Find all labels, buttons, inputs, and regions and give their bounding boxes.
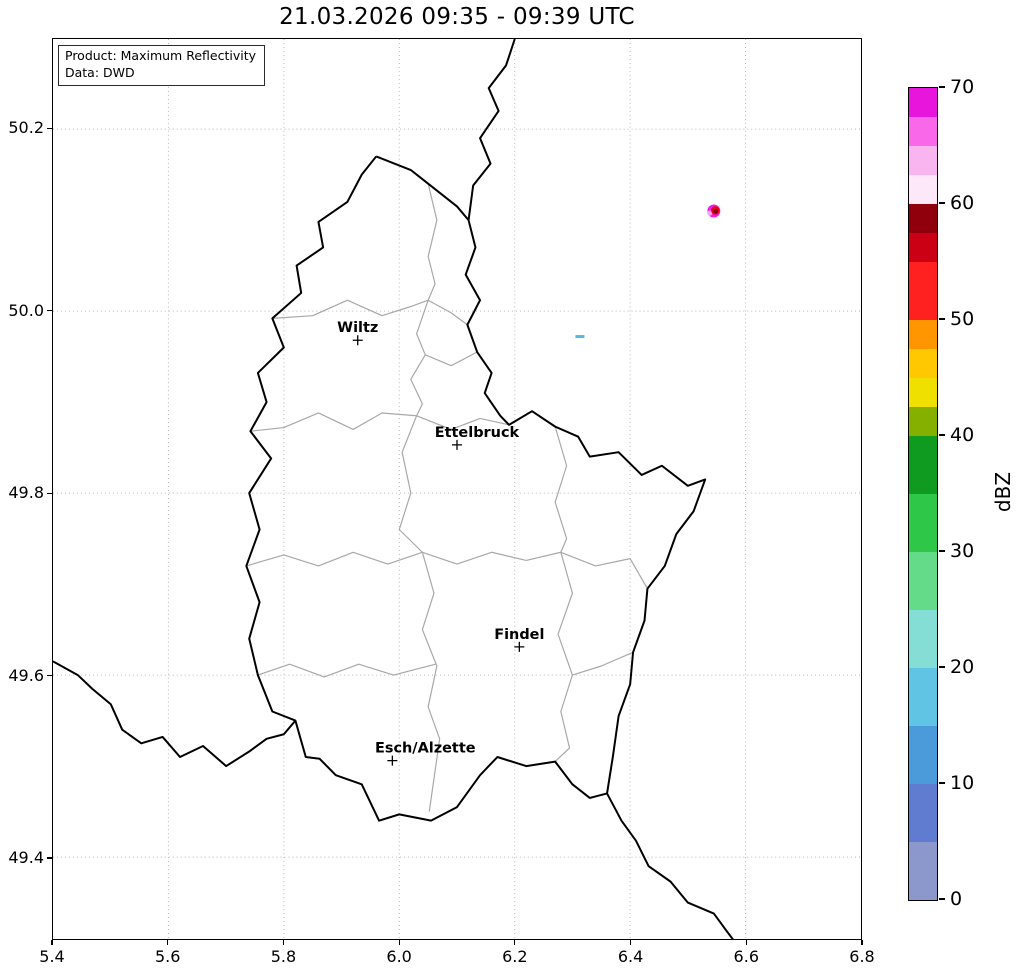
canton-border	[257, 663, 436, 678]
colorbar-tick-label: 20	[950, 656, 975, 678]
colorbar-band	[909, 349, 937, 378]
x-tick-label: 5.8	[270, 947, 297, 966]
colorbar	[908, 87, 938, 901]
x-tick-label: 6.4	[617, 947, 644, 966]
city-marker	[452, 439, 462, 450]
colorbar-band	[909, 262, 937, 320]
x-tick-mark	[282, 940, 285, 945]
x-tick-label: 5.4	[39, 947, 65, 966]
y-tick-label: 50.2	[8, 118, 44, 138]
city-label: Ettelbruck	[435, 425, 520, 441]
colorbar-tick-mark	[939, 898, 945, 900]
y-tick-label: 50.0	[8, 300, 44, 320]
colorbar-band	[909, 117, 937, 146]
product-label: Product: Maximum Reflectivity	[65, 48, 257, 63]
colorbar-band	[909, 204, 937, 233]
colorbar-band	[909, 320, 937, 349]
y-tick-mark	[47, 310, 52, 312]
x-tick-mark	[629, 940, 632, 945]
colorbar-band	[909, 784, 937, 842]
x-tick-mark	[51, 940, 53, 945]
colorbar-tick-mark	[939, 666, 945, 668]
colorbar-band	[909, 610, 937, 668]
canton-border	[246, 551, 648, 589]
y-tick-mark	[47, 857, 52, 859]
canton-border	[554, 426, 568, 553]
canton-border	[572, 651, 634, 676]
x-tick-mark	[514, 940, 516, 945]
city-marker	[514, 641, 525, 652]
colorbar-band	[909, 552, 937, 610]
belgium-germany-border	[467, 39, 516, 221]
colorbar-band	[909, 407, 937, 436]
colorbar-band	[909, 842, 937, 900]
x-tick-mark	[745, 940, 747, 945]
colorbar-tick-mark	[939, 782, 945, 784]
colorbar-tick-mark	[939, 318, 945, 320]
canton-border	[425, 351, 478, 367]
colorbar-tick-label: 40	[950, 424, 975, 446]
y-tick-label: 49.6	[8, 665, 44, 685]
figure-title: 21.03.2026 09:35 - 09:39 UTC	[279, 4, 635, 30]
colorbar-tick-mark	[939, 434, 945, 436]
y-tick-mark	[47, 492, 52, 494]
colorbar-tick-label: 50	[950, 308, 975, 330]
x-tick-mark	[398, 940, 400, 945]
canton-border	[427, 183, 438, 301]
colorbar-band	[909, 88, 937, 117]
city-marker	[352, 335, 363, 346]
x-tick-mark	[861, 940, 863, 945]
colorbar-band	[909, 233, 937, 262]
colorbar-band	[909, 668, 937, 726]
radar-echo-cell	[707, 210, 713, 216]
radar-echo-cell	[713, 209, 719, 214]
canton-border	[554, 552, 574, 763]
data-source-label: Data: DWD	[65, 64, 135, 80]
x-tick-label: 6.8	[849, 947, 875, 966]
colorbar-tick-label: 60	[950, 192, 975, 214]
colorbar-band	[909, 726, 937, 784]
city-label: Findel	[494, 627, 544, 643]
canton-border	[416, 415, 510, 431]
colorbar-band	[909, 146, 937, 175]
colorbar-band	[909, 436, 937, 494]
colorbar-band	[909, 494, 937, 552]
x-tick-label: 6.6	[733, 947, 759, 966]
canton-border	[421, 552, 441, 812]
france-germany-border	[606, 792, 734, 939]
y-tick-mark	[47, 674, 52, 677]
canton-border	[398, 415, 423, 553]
y-tick-mark	[47, 127, 52, 129]
y-tick-label: 49.4	[8, 847, 44, 867]
x-tick-label: 6.0	[386, 947, 412, 966]
city-marker	[387, 755, 398, 766]
y-tick-label: 49.8	[8, 483, 44, 503]
map-svg: Wiltz Ettelbruck Findel Esch/Alzette	[53, 39, 861, 939]
colorbar-tick-mark	[939, 202, 945, 204]
colorbar-band	[909, 378, 937, 407]
colorbar-tick-label: 0	[950, 888, 963, 910]
x-tick-label: 5.6	[154, 947, 181, 966]
city-label: Wiltz	[337, 320, 378, 336]
colorbar-unit-label: dBZ	[991, 471, 1015, 513]
product-info-box: Product: Maximum Reflectivity Data: DWD	[58, 45, 266, 86]
colorbar-tick-label: 70	[950, 76, 975, 98]
colorbar-band	[909, 175, 937, 204]
x-tick-label: 6.2	[502, 947, 528, 966]
colorbar-tick-mark	[939, 86, 945, 88]
radar-echo-weak	[575, 335, 585, 339]
canton-border	[410, 300, 429, 417]
city-label: Esch/Alzette	[375, 741, 476, 757]
x-tick-mark	[167, 940, 169, 945]
canton-border	[272, 299, 468, 326]
colorbar-tick-label: 10	[950, 772, 975, 794]
colorbar-tick-label: 30	[950, 540, 975, 562]
canton-border	[250, 412, 417, 432]
luxembourg-border	[245, 155, 707, 822]
belgium-france-border	[53, 660, 297, 768]
colorbar-tick-mark	[939, 550, 945, 552]
map-plot-area: Wiltz Ettelbruck Findel Esch/Alzette Produc…	[52, 38, 862, 940]
